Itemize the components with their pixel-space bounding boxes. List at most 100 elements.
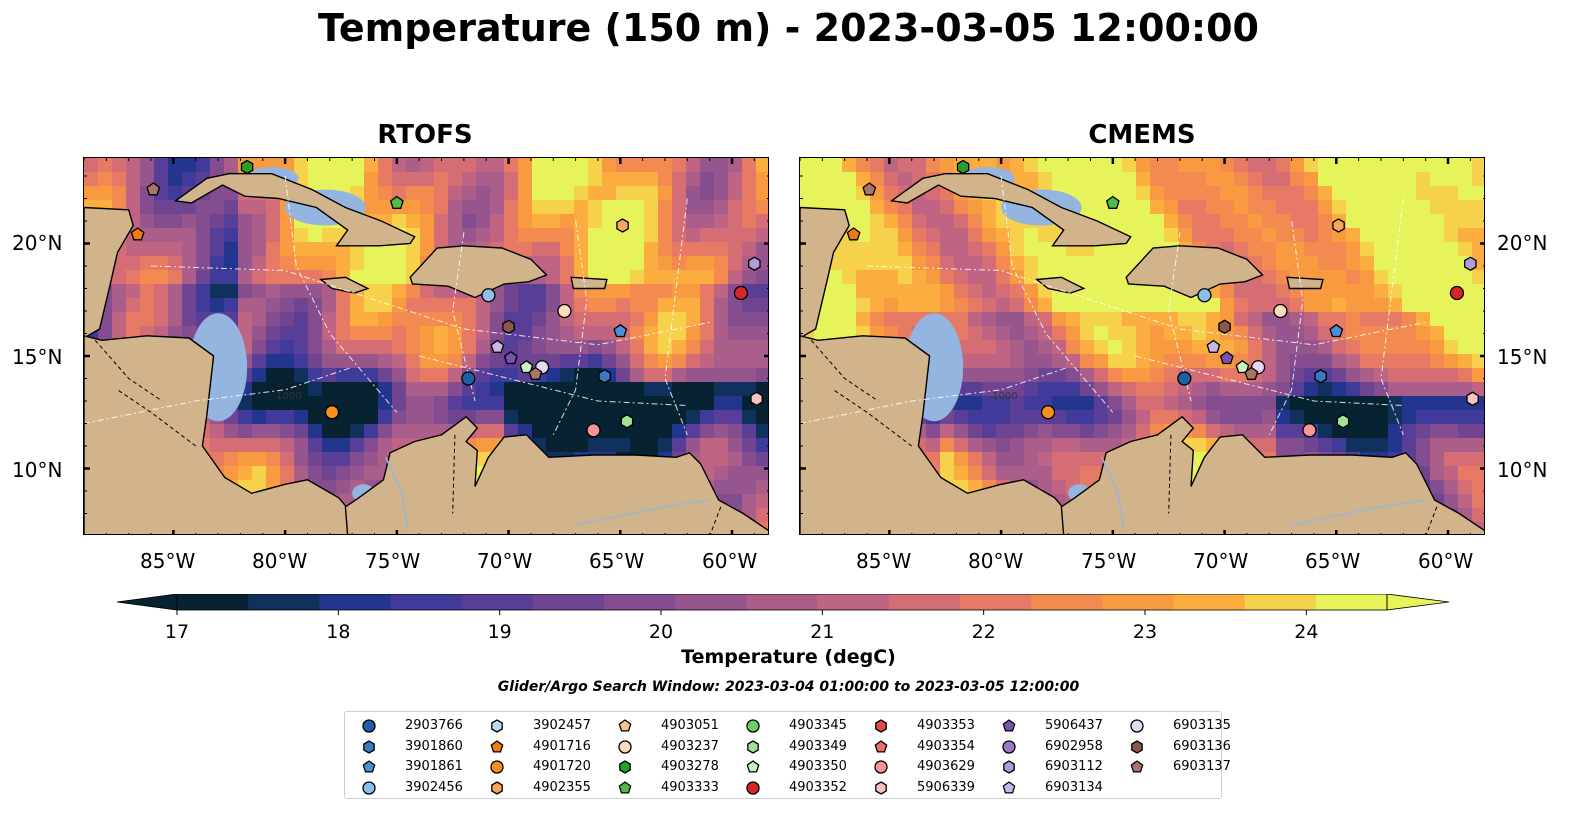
- legend-marker-4903278[interactable]: [619, 760, 631, 774]
- legend-marker-6903137[interactable]: [1130, 760, 1144, 773]
- float-marker-5906339[interactable]: [750, 391, 763, 407]
- legend-marker-6903112[interactable]: [1003, 760, 1015, 774]
- legend-marker-6903135[interactable]: [1130, 719, 1144, 733]
- legend-marker-4903051[interactable]: [618, 719, 632, 732]
- float-marker-4901720[interactable]: [1040, 405, 1056, 420]
- float-marker-4903350[interactable]: [519, 360, 534, 374]
- land-jamaica: [1035, 276, 1086, 294]
- float-marker-4903350[interactable]: [1235, 360, 1250, 374]
- float-marker-4902355[interactable]: [616, 218, 629, 233]
- lat-tick-20n-left: 20°N: [12, 231, 63, 255]
- colorbar-max-extend: [1386, 594, 1450, 611]
- float-marker-3902456[interactable]: [481, 288, 496, 303]
- legend-marker-2903766[interactable]: [362, 719, 376, 733]
- legend-marker-3902456[interactable]: [362, 780, 376, 795]
- float-marker-4903278[interactable]: [240, 159, 254, 175]
- lon-tick-75w-right: 75°W: [1081, 549, 1137, 573]
- float-marker-2903766[interactable]: [461, 371, 476, 386]
- legend-marker-4903353[interactable]: [875, 719, 887, 733]
- colorbar-label: Temperature (degC): [681, 646, 896, 668]
- colorbar-bin: [1244, 594, 1317, 610]
- lon-tick-65w-right: 65°W: [1305, 549, 1361, 573]
- float-marker-4903349[interactable]: [1336, 414, 1350, 429]
- float-marker-6903112[interactable]: [748, 256, 761, 271]
- map-cmems[interactable]: 1000: [799, 157, 1485, 535]
- float-marker-2903766[interactable]: [1177, 371, 1192, 386]
- float-marker-6903137[interactable]: [862, 182, 877, 196]
- float-marker-4903352[interactable]: [733, 285, 749, 301]
- float-marker-3901860[interactable]: [598, 369, 611, 384]
- legend-marker-6903136[interactable]: [1131, 739, 1143, 754]
- float-marker-5906437[interactable]: [1219, 351, 1234, 365]
- float-marker-3902456[interactable]: [1197, 288, 1212, 303]
- colorbar-tick-24: 24: [1294, 621, 1318, 643]
- float-marker-4903237[interactable]: [1273, 303, 1288, 319]
- float-marker-6903136[interactable]: [1218, 319, 1231, 335]
- legend-label: 4903345: [789, 718, 847, 733]
- legend-marker-4901720[interactable]: [490, 760, 504, 774]
- colorbar-bin: [1102, 594, 1175, 610]
- land-southam: [1060, 415, 1484, 534]
- float-marker-4903333[interactable]: [389, 195, 404, 209]
- float-marker-5906339[interactable]: [1466, 391, 1479, 407]
- float-marker-6903137[interactable]: [146, 182, 161, 196]
- legend-marker-6903134[interactable]: [1002, 780, 1016, 794]
- legend-label: 2903766: [405, 718, 463, 733]
- legend-marker-4903354[interactable]: [874, 739, 888, 753]
- lon-tick-65w-left: 65°W: [589, 549, 645, 573]
- float-marker-6903137[interactable]: [1244, 366, 1259, 380]
- land-jamaica: [319, 276, 370, 294]
- legend-marker-4903629[interactable]: [874, 760, 888, 774]
- legend-marker-6902958[interactable]: [1002, 739, 1016, 754]
- legend-marker-4903352[interactable]: [746, 780, 760, 795]
- colorbar-tick-19: 19: [488, 621, 512, 643]
- float-marker-5906437[interactable]: [503, 351, 518, 365]
- float-marker-6903137[interactable]: [528, 366, 543, 380]
- lon-tick-70w-left: 70°W: [477, 549, 533, 573]
- colorbar-min-extend: [116, 594, 178, 611]
- colorbar-bin: [461, 594, 534, 610]
- float-marker-4903629[interactable]: [1302, 423, 1317, 438]
- map-rtofs[interactable]: 1000: [83, 157, 769, 535]
- legend-label: 6903137: [1173, 759, 1231, 774]
- float-marker-4902355[interactable]: [1332, 218, 1345, 233]
- float-marker-4901716[interactable]: [130, 227, 145, 241]
- float-marker-6903134[interactable]: [490, 339, 505, 353]
- legend-marker-4903237[interactable]: [618, 739, 632, 754]
- legend-marker-4901716[interactable]: [490, 739, 504, 753]
- colorbar-bin: [817, 594, 890, 610]
- lon-tick-80w-left: 80°W: [252, 549, 308, 573]
- float-marker-6903134[interactable]: [1206, 339, 1221, 353]
- legend-label: 4902355: [533, 779, 591, 795]
- float-marker-4903333[interactable]: [1105, 195, 1120, 209]
- float-marker-6903136[interactable]: [502, 319, 515, 335]
- float-marker-4903237[interactable]: [557, 303, 572, 319]
- land-puertorico: [1286, 276, 1324, 290]
- float-marker-6903112[interactable]: [1464, 256, 1477, 271]
- legend-label: 3901861: [405, 759, 463, 774]
- float-marker-3901861[interactable]: [1329, 323, 1344, 338]
- legend-marker-3902457[interactable]: [491, 719, 503, 733]
- land-hispaniola: [1125, 245, 1264, 299]
- float-marker-4903629[interactable]: [586, 423, 601, 438]
- legend-marker-3901861[interactable]: [362, 760, 376, 773]
- float-marker-4903352[interactable]: [1449, 285, 1465, 301]
- float-marker-4903278[interactable]: [956, 159, 970, 175]
- legend-marker-4902355[interactable]: [491, 780, 503, 795]
- legend-marker-4903345[interactable]: [746, 719, 760, 733]
- float-marker-3901861[interactable]: [613, 323, 628, 338]
- country-borders: [94, 339, 722, 534]
- legend-marker-5906437[interactable]: [1002, 719, 1016, 732]
- float-marker-4901720[interactable]: [324, 405, 340, 420]
- legend-marker-3901860[interactable]: [363, 739, 375, 754]
- float-marker-3901860[interactable]: [1314, 369, 1327, 384]
- legend-label: 6903134: [1045, 779, 1103, 795]
- legend-marker-4903333[interactable]: [618, 780, 632, 794]
- legend-marker-4903349[interactable]: [747, 739, 759, 754]
- float-marker-4903349[interactable]: [620, 414, 634, 429]
- float-marker-4901716[interactable]: [846, 227, 861, 241]
- colorbar-tick-23: 23: [1133, 621, 1157, 643]
- colorbar-bin: [1315, 594, 1388, 610]
- legend-marker-5906339[interactable]: [875, 780, 887, 795]
- legend-marker-4903350[interactable]: [746, 760, 760, 773]
